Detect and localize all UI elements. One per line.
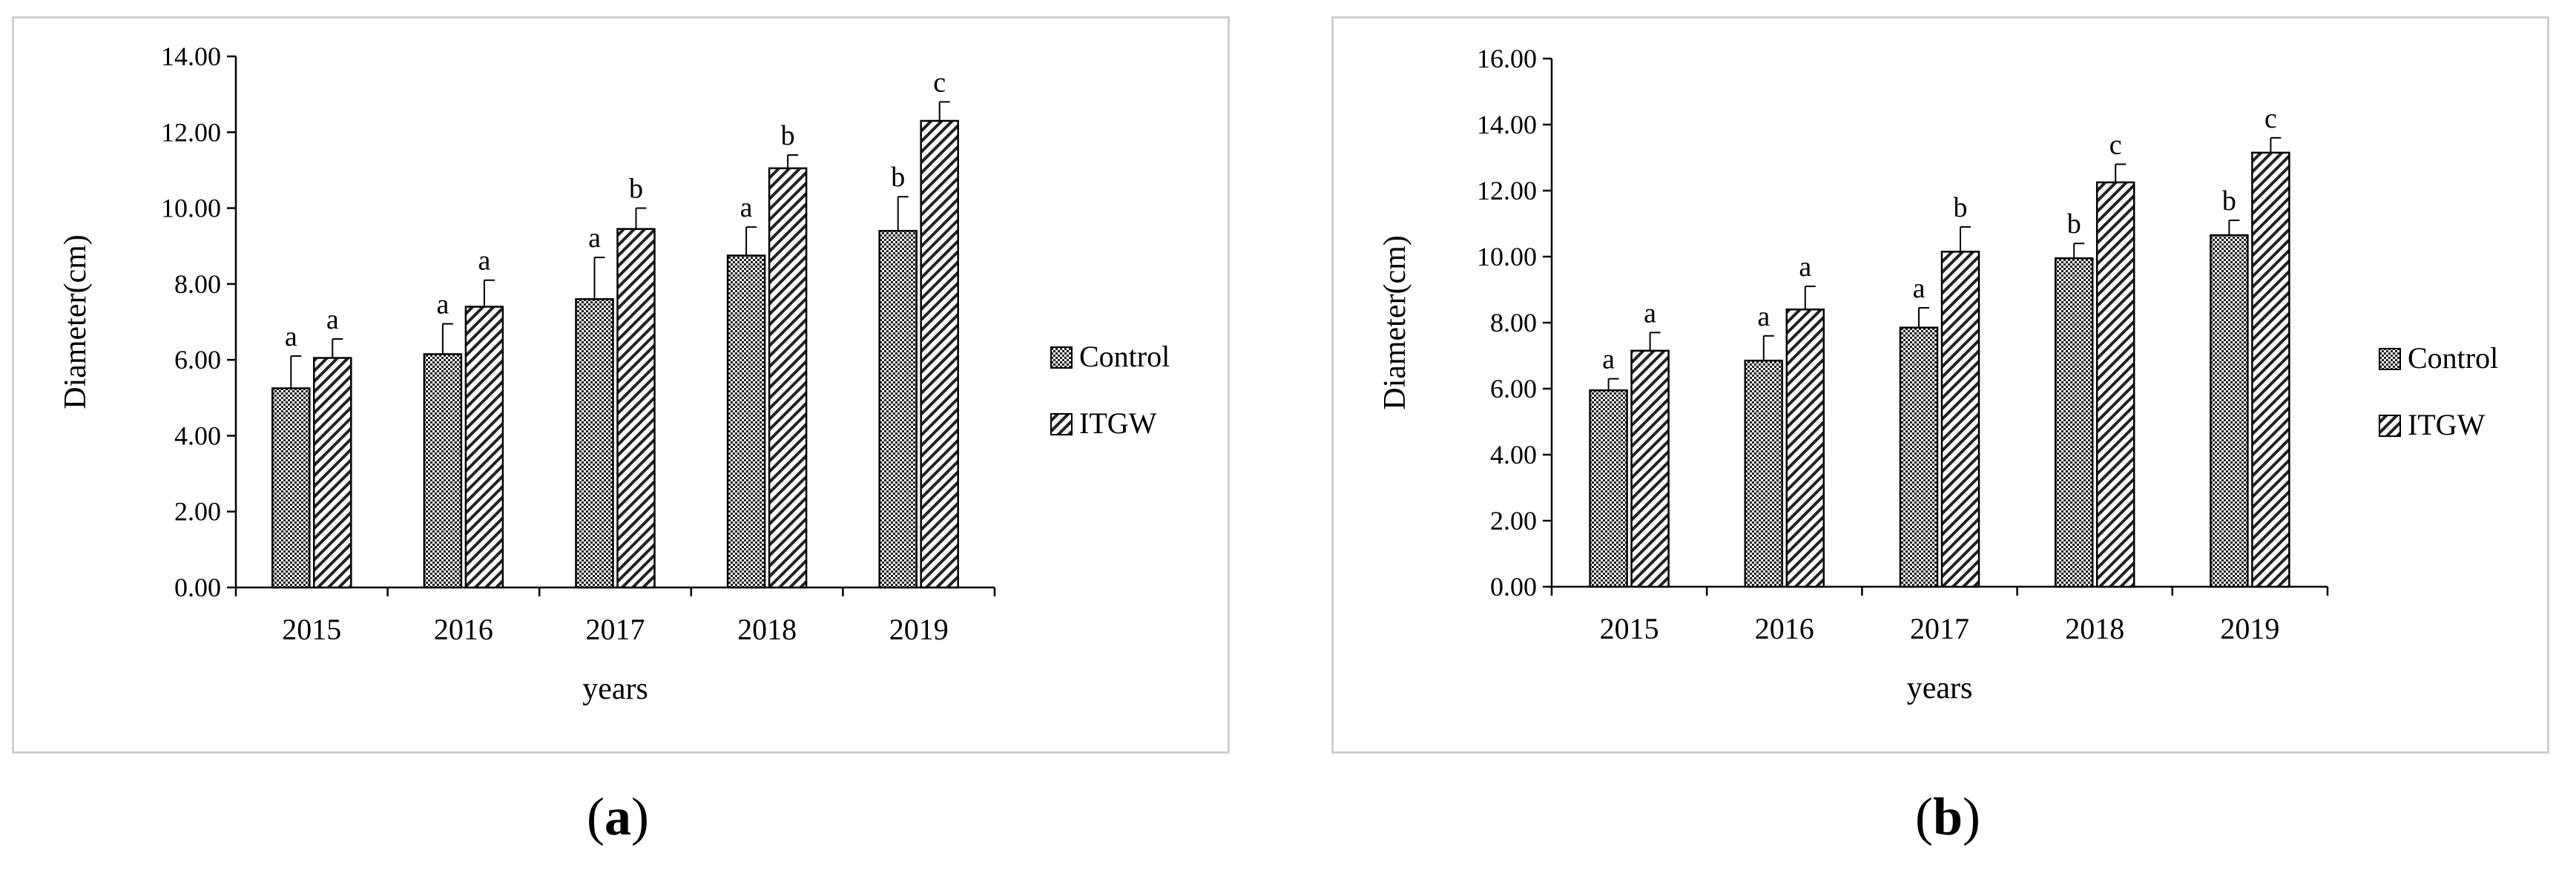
y-tick-label: 10.00 (161, 194, 221, 223)
bar-control-2019 (878, 230, 918, 589)
legend-label-control: Control (1079, 340, 1170, 373)
bar-itgw-2018 (2095, 181, 2135, 588)
significance-letter: c (2109, 129, 2122, 160)
significance-letter: a (588, 223, 601, 254)
x-tick-label: 2018 (737, 613, 797, 646)
x-tick-label: 2015 (1600, 612, 1659, 645)
x-tick-label: 2019 (2220, 612, 2279, 645)
bar-control-2015 (1589, 389, 1628, 588)
y-tick-label: 2.00 (174, 497, 221, 527)
x-tick-label: 2016 (1755, 612, 1814, 645)
caption-b: (b) (1874, 786, 2022, 848)
caption-b-text: (b) (1914, 787, 1980, 846)
bar-control-2018 (726, 254, 766, 589)
legend-label-itgw: ITGW (2408, 408, 2486, 441)
bar-itgw-2019 (920, 119, 959, 589)
y-tick-label: 8.00 (174, 269, 221, 299)
y-axis-title: Diameter(cm) (1378, 235, 1412, 410)
y-tick-label: 6.00 (1490, 374, 1537, 404)
bar-control-2016 (1744, 359, 1784, 588)
significance-letter: a (1644, 297, 1656, 329)
x-tick-label: 2017 (1910, 612, 1969, 645)
x-tick-label: 2019 (889, 613, 949, 646)
y-axis-title: Diameter(cm) (59, 234, 93, 409)
significance-letter: b (891, 162, 905, 193)
y-tick-label: 12.00 (161, 117, 221, 147)
y-tick-label: 0.00 (1490, 572, 1537, 602)
significance-letter: b (1954, 192, 1968, 223)
caption-a: (a) (544, 786, 692, 848)
x-tick-label: 2018 (2065, 612, 2124, 645)
x-axis-title: years (1907, 671, 1973, 705)
significance-letter: b (2222, 185, 2236, 217)
legend-label-itgw: ITGW (1079, 406, 1157, 440)
bar-itgw-2016 (1785, 308, 1825, 588)
significance-letter: a (436, 289, 449, 320)
significance-letter: a (1757, 301, 1770, 332)
y-tick-label: 4.00 (174, 421, 221, 450)
x-tick-label: 2015 (282, 613, 341, 646)
significance-letter: a (1913, 273, 1926, 304)
bar-control-2017 (1899, 326, 1939, 588)
y-tick-label: 14.00 (161, 42, 221, 71)
bar-control-2019 (2210, 234, 2249, 588)
bar-itgw-2015 (313, 357, 352, 589)
y-tick-label: 2.00 (1490, 506, 1537, 536)
significance-letter: a (740, 192, 753, 223)
x-tick-label: 2017 (586, 613, 645, 646)
bar-control-2016 (423, 353, 463, 589)
chart-panel-b: 0.00 2.00 4.00 6.00 8.00 10.00 12.00 14.00 16.00… (1331, 16, 2549, 754)
bar-itgw-2016 (464, 306, 504, 589)
significance-letter: b (2067, 208, 2081, 240)
bar-itgw-2019 (2251, 151, 2290, 588)
bar-control-2018 (2054, 257, 2094, 588)
significance-letter: a (326, 304, 339, 335)
chart-a-svg: 0.00 2.00 4.00 6.00 8.00 10.00 12.00 14.00 2015 2… (59, 42, 1170, 706)
significance-letter: c (933, 67, 946, 98)
significance-letter: a (1602, 344, 1615, 375)
y-tick-label: 10.00 (1477, 242, 1537, 271)
bar-control-2015 (271, 387, 311, 589)
caption-a-text: (a) (587, 787, 649, 846)
significance-letter: a (285, 321, 297, 352)
x-tick-label: 2016 (434, 613, 493, 646)
y-tick-label: 0.00 (174, 573, 221, 602)
bar-itgw-2017 (1940, 251, 1980, 588)
y-tick-label: 6.00 (174, 345, 221, 375)
y-tick-label: 16.00 (1477, 44, 1537, 73)
legend-label-control: Control (2408, 341, 2498, 375)
y-tick-label: 14.00 (1477, 110, 1537, 139)
chart-b-svg: 0.00 2.00 4.00 6.00 8.00 10.00 12.00 14.00 16.00… (1378, 44, 2498, 705)
y-tick-label: 12.00 (1477, 176, 1537, 205)
significance-letter: b (781, 120, 795, 151)
bar-itgw-2017 (616, 228, 656, 589)
chart-panel-a: 0.00 2.00 4.00 6.00 8.00 10.00 12.00 14.00 2015 2… (12, 16, 1230, 754)
significance-letter: a (478, 246, 490, 277)
legend-swatch-itgw (1050, 413, 1073, 435)
bar-itgw-2018 (768, 167, 808, 589)
legend-swatch-control (1050, 346, 1073, 369)
bar-itgw-2015 (1630, 349, 1670, 588)
significance-letter: b (629, 174, 643, 205)
significance-letter: a (1799, 251, 1811, 283)
y-tick-label: 8.00 (1490, 308, 1537, 337)
y-tick-label: 4.00 (1490, 440, 1537, 470)
significance-letter: c (2264, 103, 2277, 134)
x-axis-title: years (582, 672, 648, 706)
legend-swatch-itgw (2379, 415, 2401, 437)
legend-swatch-control (2379, 348, 2401, 370)
bar-control-2017 (575, 298, 614, 589)
